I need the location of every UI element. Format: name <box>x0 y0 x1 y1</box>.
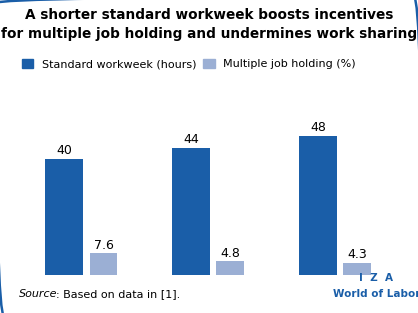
Bar <box>343 263 371 275</box>
Text: 40: 40 <box>56 144 72 157</box>
Text: I  Z  A: I Z A <box>359 273 393 283</box>
Text: 44: 44 <box>183 133 199 146</box>
Text: 7.6: 7.6 <box>94 239 113 252</box>
Bar <box>45 159 83 275</box>
Text: World of Labor: World of Labor <box>332 289 418 299</box>
Text: : Based on data in [1].: : Based on data in [1]. <box>56 289 180 299</box>
Text: for multiple job holding and undermines work sharing: for multiple job holding and undermines … <box>1 27 417 41</box>
Legend: Standard workweek (hours), Multiple job holding (%): Standard workweek (hours), Multiple job … <box>22 59 356 69</box>
Text: 48: 48 <box>310 121 326 134</box>
Text: A shorter standard workweek boosts incentives: A shorter standard workweek boosts incen… <box>25 8 393 22</box>
Text: Source: Source <box>19 289 57 299</box>
Bar <box>299 136 337 275</box>
Bar <box>172 147 210 275</box>
Text: 4.8: 4.8 <box>220 247 240 260</box>
Bar <box>217 261 244 275</box>
Bar <box>89 253 117 275</box>
Text: 4.3: 4.3 <box>347 248 367 261</box>
